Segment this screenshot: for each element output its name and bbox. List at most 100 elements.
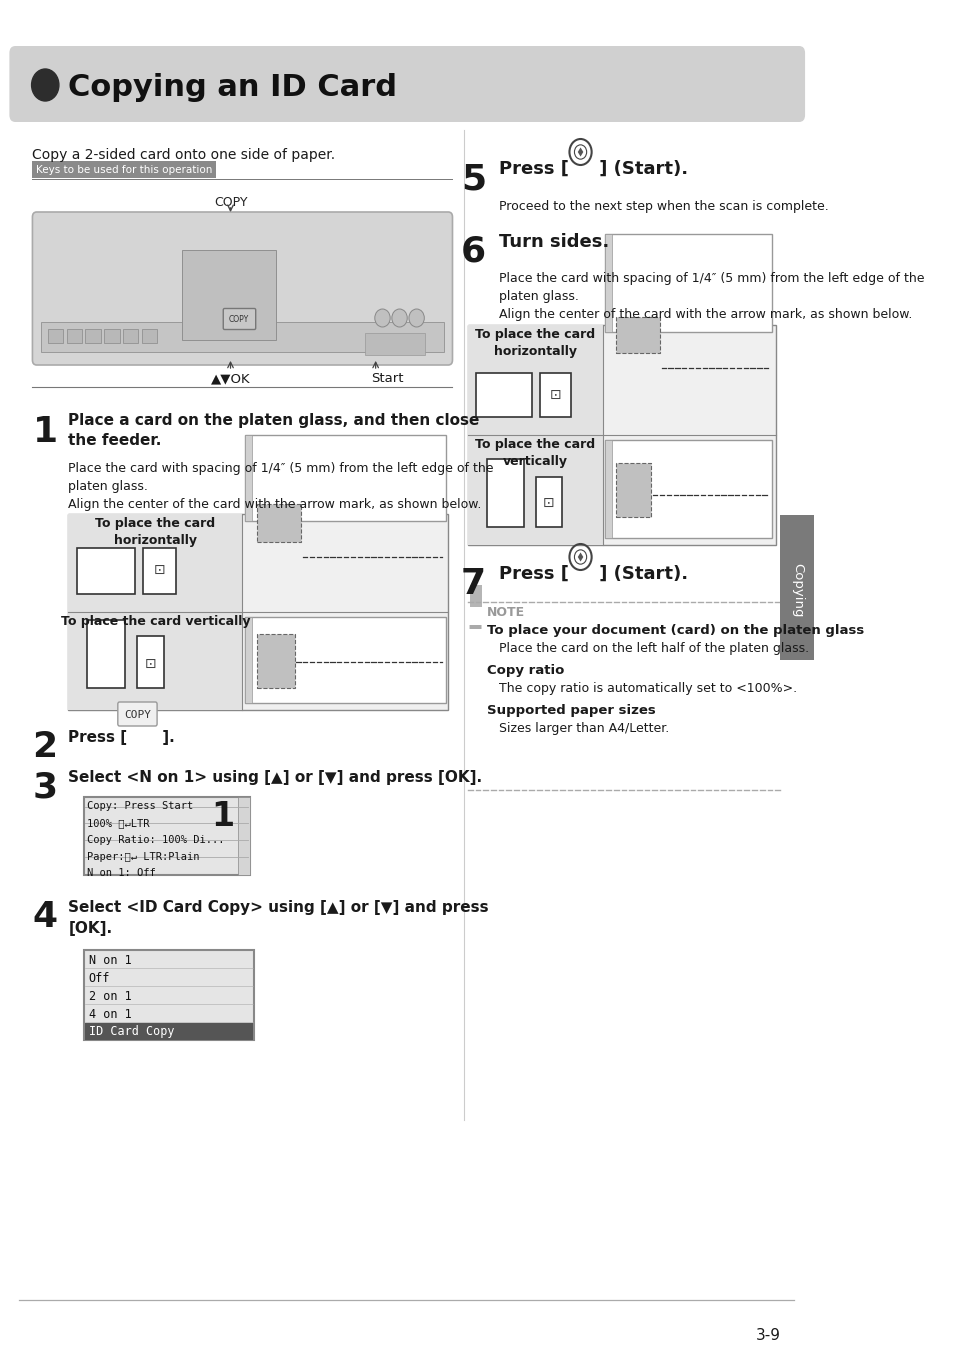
Bar: [104, 329, 119, 343]
Text: Place the card with spacing of 1/4″ (5 mm) from the left edge of the
platen glas: Place the card with spacing of 1/4″ (5 m…: [69, 462, 494, 493]
Bar: [48, 329, 63, 343]
Bar: [85, 1023, 253, 1040]
Text: ▲▼OK: ▲▼OK: [211, 373, 250, 385]
Text: Copy Ratio: 100% Di...: Copy Ratio: 100% Di...: [87, 836, 224, 845]
Bar: [365, 333, 425, 355]
Bar: [123, 329, 138, 343]
Text: ⊡: ⊡: [549, 387, 561, 402]
Bar: [84, 796, 250, 875]
Text: COPY: COPY: [213, 196, 247, 209]
Text: COPY: COPY: [229, 316, 249, 324]
Text: Copy: Press Start: Copy: Press Start: [87, 801, 193, 811]
FancyBboxPatch shape: [117, 702, 157, 726]
Polygon shape: [578, 147, 582, 157]
Bar: [67, 329, 82, 343]
Bar: [245, 435, 445, 521]
Bar: [245, 435, 252, 521]
Text: 2: 2: [32, 730, 57, 764]
Text: 5: 5: [460, 162, 486, 196]
FancyBboxPatch shape: [32, 212, 452, 364]
Text: 1: 1: [212, 801, 234, 833]
Bar: [615, 463, 651, 517]
Text: ] (Start).: ] (Start).: [593, 566, 688, 583]
Bar: [142, 329, 157, 343]
Text: 6: 6: [460, 235, 486, 269]
Circle shape: [375, 309, 390, 327]
Text: Press [: Press [: [499, 566, 569, 583]
FancyBboxPatch shape: [469, 625, 481, 629]
Text: ⊡: ⊡: [144, 657, 156, 671]
Text: To place the card vertically: To place the card vertically: [61, 616, 250, 628]
Circle shape: [31, 69, 59, 101]
Text: To place the card
horizontally: To place the card horizontally: [95, 517, 215, 547]
Text: Proceed to the next step when the scan is complete.: Proceed to the next step when the scan i…: [499, 200, 828, 213]
Text: NOTE: NOTE: [486, 606, 524, 620]
Bar: [604, 440, 771, 539]
Text: ⊡: ⊡: [542, 495, 555, 510]
Polygon shape: [578, 552, 582, 562]
Text: COPY: COPY: [124, 710, 151, 720]
Text: 1: 1: [32, 414, 57, 450]
Text: To place the card
vertically: To place the card vertically: [475, 437, 595, 468]
Text: 3-9: 3-9: [756, 1328, 781, 1343]
Bar: [238, 796, 250, 875]
Bar: [256, 634, 294, 688]
Bar: [536, 477, 561, 526]
Text: 7: 7: [460, 567, 486, 601]
Bar: [604, 440, 612, 539]
Text: ID Card Copy: ID Card Copy: [89, 1026, 174, 1038]
Text: Select <ID Card Copy> using [▲] or [▼] and press
[OK].: Select <ID Card Copy> using [▲] or [▼] a…: [69, 900, 488, 936]
Text: Off: Off: [89, 972, 110, 984]
Text: N on 1: N on 1: [89, 953, 132, 967]
Text: 2 on 1: 2 on 1: [89, 990, 132, 1003]
Bar: [32, 161, 215, 178]
Text: Place the card on the left half of the platen glass.: Place the card on the left half of the p…: [499, 643, 809, 655]
Text: Align the center of the card with the arrow mark, as shown below.: Align the center of the card with the ar…: [69, 498, 481, 512]
Bar: [182, 250, 275, 340]
Text: To place the card
horizontally: To place the card horizontally: [475, 328, 595, 358]
Text: 3: 3: [32, 769, 57, 805]
Bar: [87, 620, 125, 688]
Bar: [77, 548, 134, 594]
Text: Start: Start: [371, 373, 403, 385]
Bar: [486, 459, 523, 526]
Text: ⊡: ⊡: [153, 563, 165, 576]
Text: Copying an ID Card: Copying an ID Card: [69, 73, 396, 101]
Text: Place the card with spacing of 1/4″ (5 mm) from the left edge of the
platen glas: Place the card with spacing of 1/4″ (5 m…: [499, 271, 924, 302]
Text: Supported paper sizes: Supported paper sizes: [486, 703, 655, 717]
Text: N on 1: Off: N on 1: Off: [87, 868, 155, 878]
Bar: [256, 504, 301, 541]
Text: ].: ].: [157, 730, 174, 745]
Bar: [84, 950, 254, 1040]
Text: Press [: Press [: [499, 161, 569, 178]
Bar: [615, 317, 659, 352]
Bar: [467, 435, 602, 545]
FancyBboxPatch shape: [223, 309, 255, 329]
Bar: [780, 514, 814, 660]
Circle shape: [392, 309, 407, 327]
Bar: [467, 325, 602, 435]
FancyBboxPatch shape: [10, 46, 804, 122]
Circle shape: [409, 309, 424, 327]
Bar: [604, 234, 612, 332]
Text: To place your document (card) on the platen glass: To place your document (card) on the pla…: [486, 624, 863, 637]
Text: Align the center of the card with the arrow mark, as shown below.: Align the center of the card with the ar…: [499, 308, 912, 321]
Text: ] (Start).: ] (Start).: [593, 161, 688, 178]
Text: Copy a 2-sided card onto one side of paper.: Copy a 2-sided card onto one side of pap…: [32, 148, 335, 162]
Text: The copy ratio is automatically set to <100%>.: The copy ratio is automatically set to <…: [499, 682, 797, 695]
Bar: [69, 514, 242, 612]
Text: Sizes larger than A4/Letter.: Sizes larger than A4/Letter.: [499, 722, 669, 734]
Bar: [539, 373, 571, 417]
Text: Keys to be used for this operation: Keys to be used for this operation: [36, 165, 212, 176]
Bar: [467, 325, 775, 545]
Text: 4 on 1: 4 on 1: [89, 1007, 132, 1021]
Text: Place a card on the platen glass, and then close
the feeder.: Place a card on the platen glass, and th…: [69, 413, 479, 448]
Text: 100% ①↵LTR: 100% ①↵LTR: [87, 818, 150, 828]
Bar: [143, 548, 175, 594]
Text: Paper:①↵ LTR:Plain: Paper:①↵ LTR:Plain: [87, 852, 199, 863]
Bar: [41, 323, 443, 352]
Text: 4: 4: [32, 900, 57, 934]
Bar: [136, 636, 164, 688]
Text: Turn sides.: Turn sides.: [499, 234, 609, 251]
Bar: [245, 617, 445, 703]
